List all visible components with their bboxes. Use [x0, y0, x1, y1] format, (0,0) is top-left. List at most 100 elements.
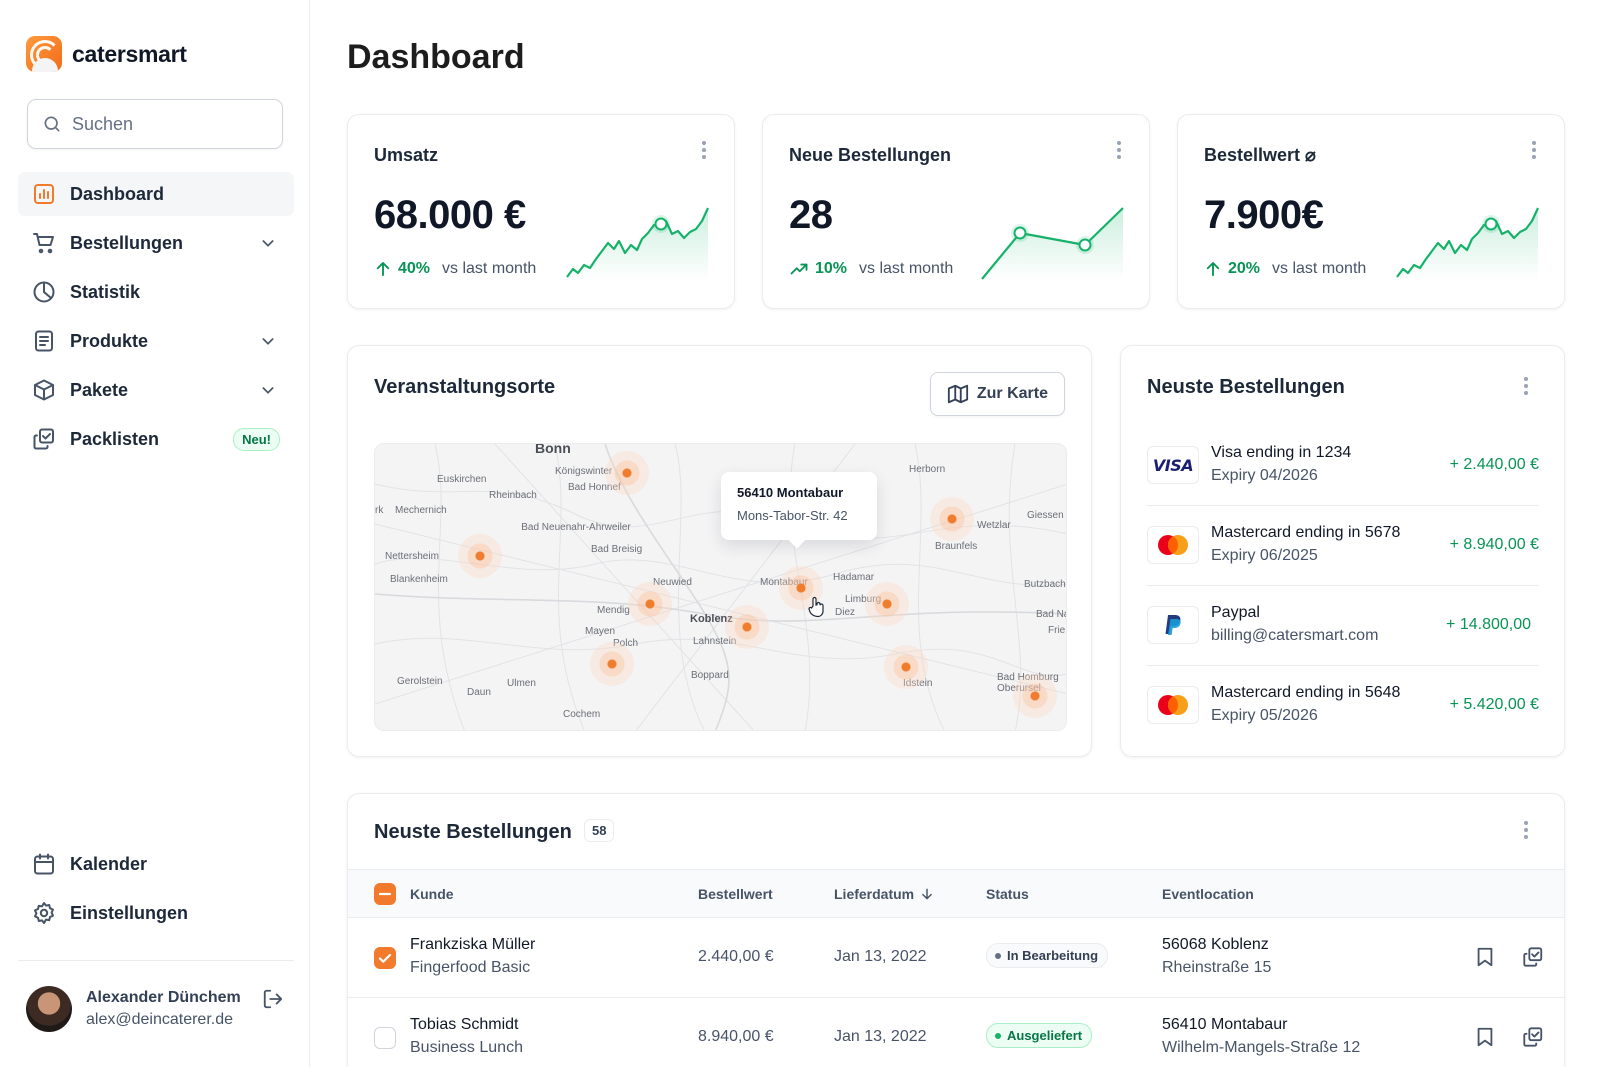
venues-map[interactable]: Bonn Königswinter Bad Honnef Euskirchen … — [374, 443, 1067, 731]
payment-amount: + 14.800,00 — [1446, 616, 1531, 633]
map-pin[interactable] — [930, 497, 974, 541]
bookmark-icon[interactable] — [1474, 1026, 1496, 1048]
nav-item-produkte[interactable]: Produkte — [18, 319, 294, 363]
package-icon — [34, 379, 54, 401]
event-street: Rheinstraße 15 — [1162, 959, 1272, 976]
map-pin[interactable] — [865, 582, 909, 626]
map-city-label: Bonn — [535, 443, 571, 456]
user-email: alex@deincaterer.de — [86, 1011, 233, 1028]
column-header-bestellwert[interactable]: Bestellwert — [698, 886, 773, 902]
payment-sub: billing@catersmart.com — [1211, 627, 1379, 644]
payment-sub: Expiry 04/2026 — [1211, 467, 1318, 484]
nav-item-packlisten[interactable]: Packlisten Neu! — [18, 417, 294, 461]
column-header-eventlocation[interactable]: Eventlocation — [1162, 886, 1254, 902]
payment-row[interactable]: Mastercard ending in 5678 Expiry 06/2025… — [1147, 506, 1539, 586]
stat-card-bestellwert: Bestellwert ⌀ 7.900€ 20% vs last month — [1177, 114, 1565, 309]
bookmark-icon[interactable] — [1474, 946, 1496, 968]
stat-title: Umsatz — [374, 145, 439, 165]
orders-table-card: Neuste Bestellungen 58 Kunde Bestellwert… — [347, 793, 1565, 1067]
payment-row[interactable]: Mastercard ending in 5648 Expiry 05/2026… — [1147, 666, 1539, 746]
sparkline-chart — [981, 207, 1124, 281]
nav-item-kalender[interactable]: Kalender — [18, 842, 294, 886]
row-checkbox[interactable] — [374, 947, 396, 969]
payment-row[interactable]: Paypal billing@catersmart.com + 14.800,0… — [1147, 586, 1539, 666]
map-pin[interactable] — [1013, 674, 1057, 718]
chevron-down-icon[interactable] — [260, 235, 276, 251]
select-all-checkbox[interactable] — [374, 883, 396, 905]
search-input[interactable] — [72, 113, 262, 135]
shopping-cart-icon — [33, 233, 54, 254]
orders-count-badge: 58 — [584, 819, 615, 842]
column-header-kunde[interactable]: Kunde — [410, 886, 454, 902]
venues-card: Veranstaltungsorte Zur Karte — [347, 345, 1092, 757]
paypal-logo-icon — [1147, 606, 1199, 644]
map-city-label: Euskirchen — [437, 474, 487, 485]
nav-item-statistik[interactable]: Statistik — [18, 270, 294, 314]
copy-check-icon[interactable] — [1522, 946, 1544, 968]
customer-name: Frankziska Müller — [410, 936, 536, 953]
payment-row[interactable]: VISA Visa ending in 1234 Expiry 04/2026 … — [1147, 426, 1539, 506]
logout-icon[interactable] — [262, 988, 284, 1010]
nav-label: Pakete — [70, 379, 129, 400]
more-options-icon[interactable] — [1522, 375, 1530, 397]
receipt-icon — [35, 330, 53, 352]
more-options-icon[interactable] — [1115, 139, 1123, 161]
brand-name: catersmart — [72, 40, 187, 67]
user-profile[interactable]: Alexander Dünchem alex@deincaterer.de — [26, 986, 241, 1032]
chevron-down-icon[interactable] — [260, 333, 276, 349]
map-city-label: Gerolstein — [397, 676, 443, 687]
more-options-icon[interactable] — [1522, 819, 1530, 841]
map-city-label: Mendig — [597, 605, 630, 616]
nav-item-bestellungen[interactable]: Bestellungen — [18, 221, 294, 265]
search-box[interactable] — [27, 99, 283, 149]
user-name: Alexander Dünchem — [86, 989, 241, 1006]
map-pin[interactable] — [884, 645, 928, 689]
payment-amount: + 8.940,00 € — [1449, 536, 1539, 553]
map-pin[interactable] — [628, 582, 672, 626]
new-badge: Neu! — [233, 428, 280, 451]
column-header-lieferdatum[interactable]: Lieferdatum — [834, 886, 915, 902]
open-map-button[interactable]: Zur Karte — [929, 372, 1065, 416]
customer-package: Fingerfood Basic — [410, 959, 531, 976]
stat-value: 7.900€ — [1204, 193, 1324, 237]
nav-item-pakete[interactable]: Pakete — [18, 368, 294, 412]
venues-title: Veranstaltungsorte — [374, 376, 556, 398]
map-pin[interactable] — [725, 605, 769, 649]
nav-item-einstellungen[interactable]: Einstellungen — [18, 891, 294, 935]
copy-check-icon[interactable] — [1522, 1026, 1544, 1048]
table-row[interactable]: Tobias Schmidt Business Lunch 8.940,00 €… — [348, 998, 1564, 1067]
delta-percent: 40% — [398, 260, 431, 277]
nav-item-dashboard[interactable]: Dashboard — [18, 172, 294, 216]
delta-percent: 20% — [1228, 260, 1261, 277]
payment-sub: Expiry 06/2025 — [1211, 547, 1318, 564]
payment-sub: Expiry 05/2026 — [1211, 707, 1318, 724]
payment-name: Paypal — [1211, 604, 1260, 621]
pie-chart-icon — [33, 281, 55, 303]
map-city-label: Rheinbach — [489, 490, 537, 501]
bar-chart-icon — [34, 184, 54, 204]
chevron-down-icon[interactable] — [260, 382, 276, 398]
column-header-status[interactable]: Status — [986, 886, 1029, 902]
delta-text: vs last month — [442, 260, 537, 277]
table-row[interactable]: Frankziska Müller Fingerfood Basic 2.440… — [348, 918, 1564, 998]
map-pin[interactable] — [590, 642, 634, 686]
payment-name: Mastercard ending in 5648 — [1211, 684, 1401, 701]
map-pin[interactable] — [458, 534, 502, 578]
map-pin[interactable] — [605, 451, 649, 495]
stat-value: 28 — [789, 193, 833, 237]
sort-arrow-down-icon[interactable] — [920, 887, 934, 901]
more-options-icon[interactable] — [700, 139, 708, 161]
customer-package: Business Lunch — [410, 1039, 523, 1056]
brand-logo[interactable]: catersmart — [26, 36, 187, 72]
tooltip-title: 56410 Montabaur — [737, 485, 844, 500]
open-map-label: Zur Karte — [976, 385, 1048, 402]
stat-delta: 10% vs last month — [789, 260, 953, 278]
status-text: In Bearbeitung — [1007, 948, 1099, 963]
map-city-label: Bad Neuenahr-Ahrweiler — [521, 522, 631, 533]
row-checkbox[interactable] — [374, 1027, 396, 1049]
tooltip-address: Mons-Tabor-Str. 42 — [737, 508, 848, 523]
minus-icon — [378, 892, 392, 896]
map-city-label: Daun — [467, 687, 491, 698]
nav-label: Bestellungen — [70, 232, 184, 253]
more-options-icon[interactable] — [1530, 139, 1538, 161]
